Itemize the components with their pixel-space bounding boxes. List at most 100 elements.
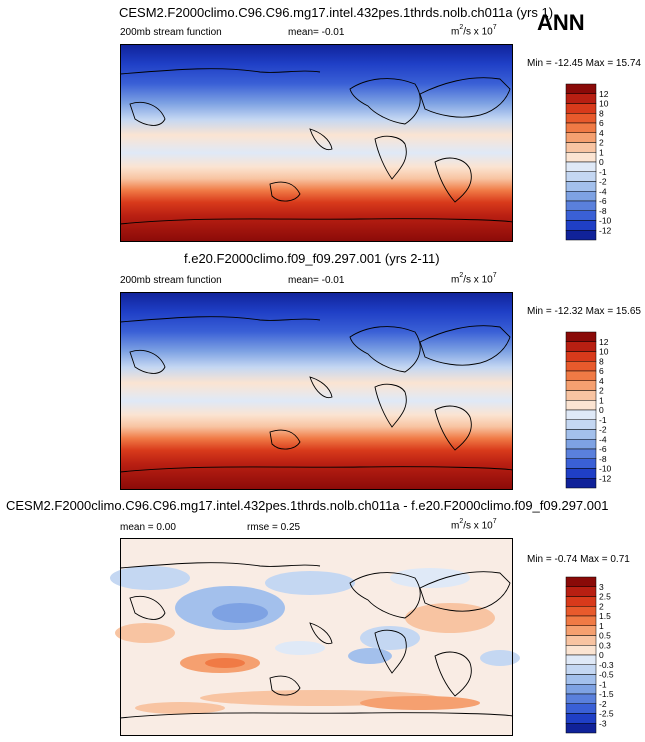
panel-3-map <box>110 538 520 736</box>
colorbar-1-swatch-15 <box>565 230 597 241</box>
colorbar-1-label-13: -10 <box>599 216 612 226</box>
colorbar-3-swatch-0 <box>565 576 597 587</box>
panel-3-units-label: m2/s x 107 <box>451 518 497 532</box>
colorbar-1-swatch-1 <box>565 93 597 104</box>
colorbar-2-label-7: 0 <box>599 405 604 415</box>
colorbar-1-swatch-11 <box>565 191 597 202</box>
colorbar-3-swatch-12 <box>565 693 597 704</box>
colorbar-2-swatch-11 <box>565 439 597 450</box>
colorbar-1-swatch-4 <box>565 122 597 133</box>
colorbar-3-label-10: -1 <box>599 679 607 689</box>
panel-1-variable-label: 200mb stream function <box>120 27 222 38</box>
colorbar-2-swatch-6 <box>565 390 597 401</box>
colorbar-2-swatch-3 <box>565 361 597 372</box>
colorbar-2-swatch-1 <box>565 341 597 352</box>
colorbar-3-swatch-14 <box>565 713 597 724</box>
colorbar-3-swatch-4 <box>565 615 597 626</box>
panel-2-field <box>120 292 513 490</box>
colorbar-3-swatch-7 <box>565 645 597 656</box>
colorbar-2-label-3: 6 <box>599 366 604 376</box>
panel-1-coastlines <box>119 68 514 225</box>
colorbar-3-swatch-15 <box>565 723 597 734</box>
colorbar-3-swatch-3 <box>565 606 597 617</box>
colorbar-3-swatch-6 <box>565 635 597 646</box>
colorbar-1-swatch-2 <box>565 103 597 114</box>
colorbar-2-swatch-10 <box>565 429 597 440</box>
colorbar-2-label-13: -10 <box>599 464 612 474</box>
colorbar-1-swatch-3 <box>565 113 597 124</box>
colorbar-1-swatch-5 <box>565 132 597 143</box>
colorbar-3-swatch-8 <box>565 654 597 665</box>
colorbar-2-label-9: -2 <box>599 425 607 435</box>
panel-2-units-label: m2/s x 107 <box>451 272 497 286</box>
panel-3-rmse-label: rmse = 0.25 <box>247 522 301 533</box>
colorbar-3-label-14: -3 <box>599 718 607 728</box>
colorbar-2-label-14: -12 <box>599 473 612 483</box>
colorbar-2-label-2: 8 <box>599 356 604 366</box>
colorbar-3-swatch-2 <box>565 596 597 607</box>
panel-1-field <box>120 44 513 242</box>
colorbar-1-label-9: -2 <box>599 177 607 187</box>
colorbar-2-label-12: -8 <box>599 454 607 464</box>
colorbar-1-label-8: -1 <box>599 167 607 177</box>
colorbar-2-swatch-12 <box>565 448 597 459</box>
colorbar-2-swatch-0 <box>565 331 597 342</box>
colorbar-3-label-11: -1.5 <box>599 689 614 699</box>
colorbar-2-swatch-4 <box>565 370 597 381</box>
colorbar-3-swatch-10 <box>565 674 597 685</box>
colorbar-2-label-1: 10 <box>599 347 609 357</box>
colorbar-3-label-4: 1 <box>599 621 604 631</box>
panel-2-map <box>119 292 514 490</box>
colorbar-3-label-6: 0.3 <box>599 640 611 650</box>
colorbar-1-label-4: 4 <box>599 128 604 138</box>
panel-3-mean-label: mean = 0.00 <box>120 522 176 533</box>
colorbar-3-label-1: 2.5 <box>599 592 611 602</box>
colorbar-3-label-7: 0 <box>599 650 604 660</box>
colorbar-2-label-5: 2 <box>599 386 604 396</box>
colorbar-3-swatch-11 <box>565 684 597 695</box>
panel-1-map <box>119 44 514 242</box>
season-label: ANN <box>537 10 585 35</box>
colorbar-1-label-12: -8 <box>599 206 607 216</box>
colorbar-2-label-10: -4 <box>599 434 607 444</box>
colorbar-1-label-7: 0 <box>599 157 604 167</box>
panel-1-units-label: m2/s x 107 <box>451 24 497 38</box>
colorbar-3-swatch-13 <box>565 703 597 714</box>
panel-2-minmax: Min = -12.32 Max = 15.65 <box>527 306 641 317</box>
colorbar-1-swatch-6 <box>565 142 597 153</box>
colorbar-3-label-0: 3 <box>599 582 604 592</box>
colorbar-1-label-6: 1 <box>599 147 604 157</box>
panel-1-mean-label: mean= -0.01 <box>288 27 345 38</box>
colorbar-1-swatch-0 <box>565 83 597 94</box>
colorbar-2-swatch-2 <box>565 351 597 362</box>
colorbar-1-swatch-8 <box>565 161 597 172</box>
panel-3-anomalies <box>110 566 520 714</box>
panel-3-colorbar: 32.521.510.50.30-0.3-0.5-1-1.5-2-2.5-3 <box>565 576 614 734</box>
panel-3-title: CESM2.F2000climo.C96.C96.mg17.intel.432p… <box>6 498 609 513</box>
colorbar-1-swatch-13 <box>565 210 597 221</box>
colorbar-3-label-9: -0.5 <box>599 670 614 680</box>
colorbar-3-swatch-5 <box>565 625 597 636</box>
colorbar-3-label-8: -0.3 <box>599 660 614 670</box>
colorbar-1-swatch-12 <box>565 200 597 211</box>
panel-3-coastlines <box>119 562 514 719</box>
colorbar-3-label-13: -2.5 <box>599 709 614 719</box>
colorbar-2-label-4: 4 <box>599 376 604 386</box>
colorbar-2-swatch-7 <box>565 400 597 411</box>
colorbar-3-swatch-1 <box>565 586 597 597</box>
colorbar-2-swatch-15 <box>565 478 597 489</box>
colorbar-2-swatch-13 <box>565 458 597 469</box>
colorbar-1-label-5: 2 <box>599 138 604 148</box>
colorbar-2-label-11: -6 <box>599 444 607 454</box>
colorbar-1-label-14: -12 <box>599 225 612 235</box>
colorbar-1-label-2: 8 <box>599 108 604 118</box>
panel-2-variable-label: 200mb stream function <box>120 275 222 286</box>
panel-2-title: f.e20.F2000climo.f09_f09.297.001 (yrs 2-… <box>184 251 440 266</box>
colorbar-1-label-1: 10 <box>599 99 609 109</box>
colorbar-1-swatch-14 <box>565 220 597 231</box>
colorbar-1-swatch-10 <box>565 181 597 192</box>
panel-2-coastlines <box>119 316 514 473</box>
colorbar-2-swatch-8 <box>565 409 597 420</box>
